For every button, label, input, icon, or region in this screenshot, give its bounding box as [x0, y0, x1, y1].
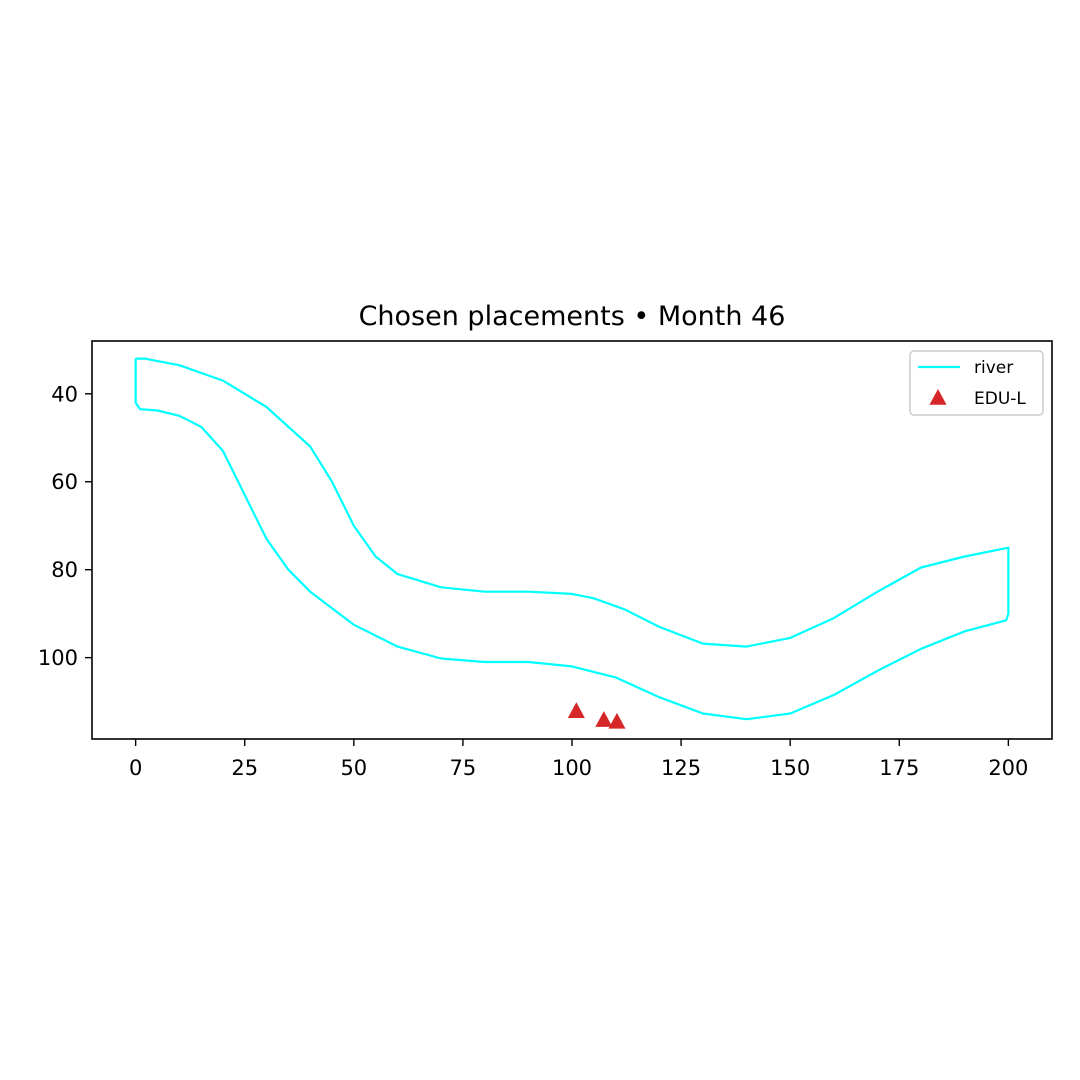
edu-l-marker — [567, 702, 585, 719]
axes-frame — [91, 340, 1053, 740]
legend-edu-l-swatch — [929, 389, 947, 405]
chart-title: Chosen placements • Month 46 — [359, 301, 786, 332]
river-line — [134, 357, 1010, 721]
y-tick-label: 100 — [38, 646, 78, 670]
y-tick-label: 60 — [51, 470, 78, 494]
x-tick-label: 25 — [231, 756, 258, 780]
axes: 0 25 50 75 100 125 150 175 200 40 60 80 100 — [38, 340, 1053, 780]
legend: river EDU-L — [909, 350, 1044, 416]
x-tick-label: 100 — [552, 756, 592, 780]
y-tick-label: 80 — [51, 558, 78, 582]
legend-label: EDU-L — [974, 389, 1026, 409]
x-tick-label: 150 — [770, 756, 810, 780]
x-tick-label: 125 — [661, 756, 701, 780]
x-tick-label: 200 — [988, 756, 1028, 780]
edu-l-marker — [595, 711, 613, 727]
x-tick-label: 175 — [879, 756, 919, 780]
plot-area — [134, 357, 1010, 729]
legend-label: river — [974, 358, 1013, 378]
x-tick-label: 75 — [450, 756, 477, 780]
edu-l-marker — [608, 712, 626, 729]
x-tick-label: 0 — [129, 756, 142, 780]
y-tick-label: 40 — [51, 382, 78, 406]
x-tick-label: 50 — [340, 756, 367, 780]
